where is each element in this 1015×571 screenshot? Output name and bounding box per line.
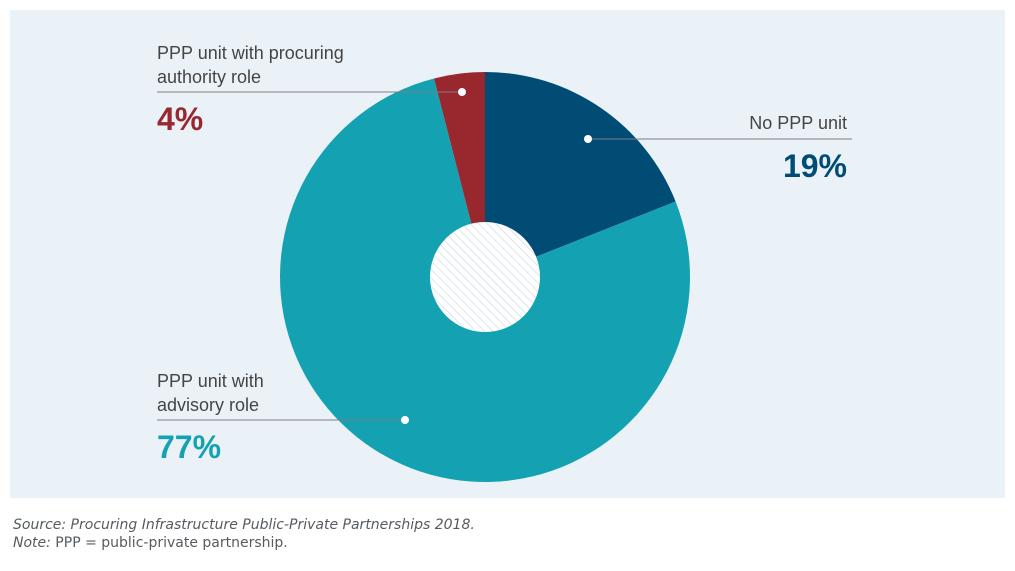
label-procuring-line1: PPP unit with procuring [157, 43, 344, 63]
label-advisory-line2: advisory role [157, 395, 259, 415]
note-label: Note: [13, 535, 51, 551]
note-text: PPP = public-private partnership. [50, 535, 288, 551]
leader-no-unit-dot [584, 135, 592, 143]
center-hole [430, 222, 540, 332]
label-advisory-pct: 77% [157, 429, 221, 465]
pie-chart: PPP unit with procuring authority role 4… [157, 43, 852, 483]
chart-footer: Source: Procuring Infrastructure Public-… [13, 516, 475, 552]
leader-procuring-dot [458, 88, 466, 96]
leader-advisory-dot [401, 416, 409, 424]
label-no-unit-line1: No PPP unit [749, 113, 847, 133]
label-procuring-line2: authority role [157, 67, 261, 87]
slice-no-ppp-unit [485, 72, 676, 277]
label-no-unit-pct: 19% [783, 148, 847, 184]
source-note: Source: Procuring Infrastructure Public-… [13, 517, 475, 533]
label-procuring-pct: 4% [157, 101, 203, 137]
abbreviation-note: Note: PPP = public-private partnership. [13, 534, 475, 552]
label-advisory-line1: PPP unit with [157, 371, 264, 391]
